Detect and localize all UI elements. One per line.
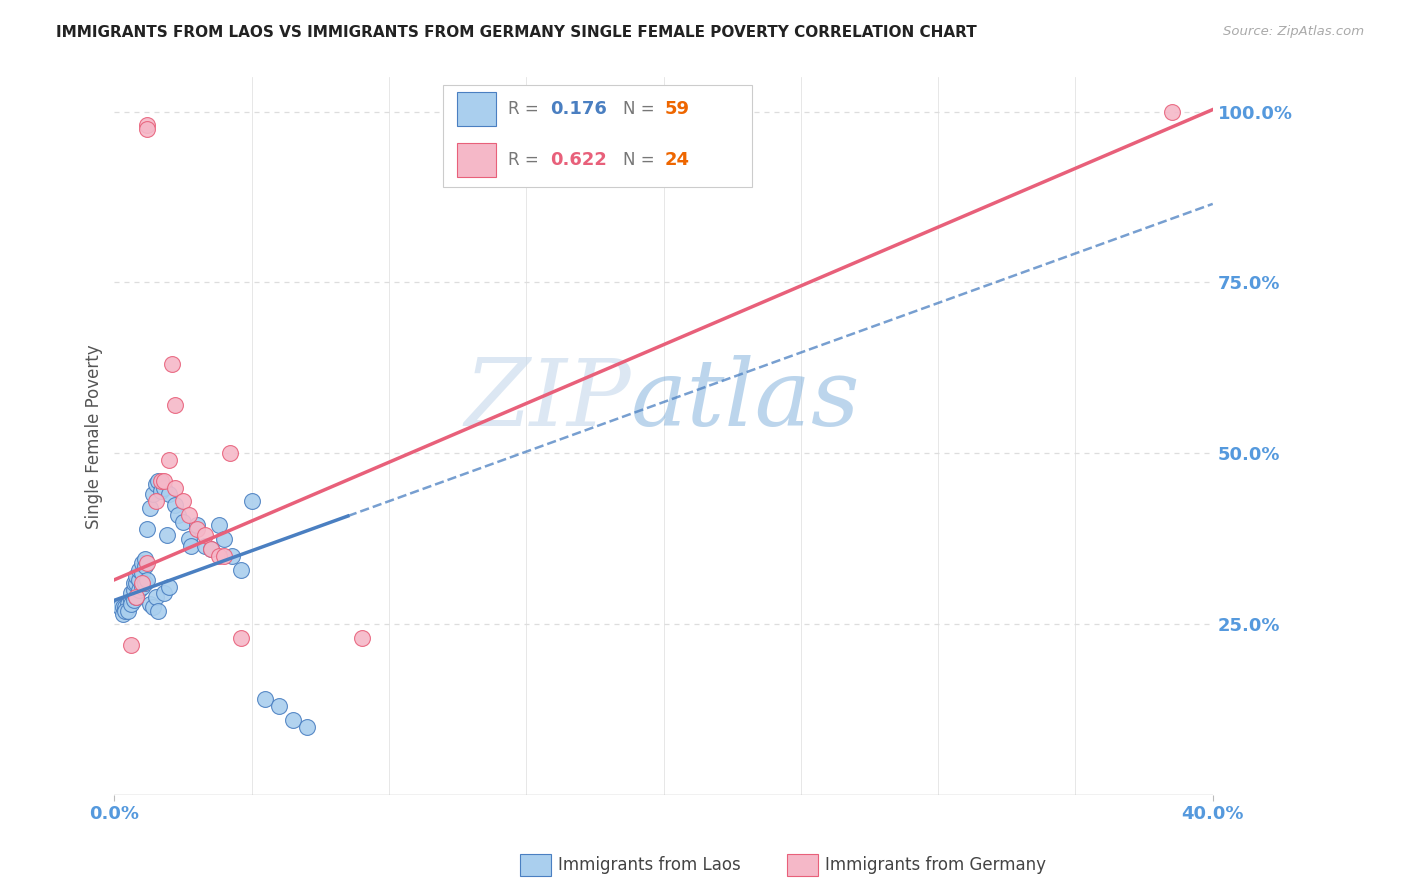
Point: [136, 522, 159, 536]
Point: [157, 453, 180, 467]
Point: [208, 549, 231, 563]
Point: [139, 501, 162, 516]
Point: [153, 586, 176, 600]
Point: [120, 638, 142, 652]
Point: [134, 559, 156, 574]
Point: [148, 474, 170, 488]
Point: [120, 586, 142, 600]
Point: [163, 399, 186, 413]
Point: [145, 494, 167, 508]
Point: [229, 562, 252, 576]
Point: [221, 549, 243, 563]
Point: [153, 481, 176, 495]
Point: [125, 590, 148, 604]
Point: [218, 446, 240, 460]
Point: [145, 590, 167, 604]
Point: [131, 566, 153, 580]
Point: [117, 600, 139, 615]
Point: [128, 582, 150, 597]
Point: [186, 518, 208, 533]
Point: [212, 532, 235, 546]
Point: [122, 576, 145, 591]
Point: [128, 573, 150, 587]
Point: [269, 699, 291, 714]
Point: [120, 593, 142, 607]
Point: [125, 576, 148, 591]
Point: [142, 600, 165, 615]
Text: IMMIGRANTS FROM LAOS VS IMMIGRANTS FROM GERMANY SINGLE FEMALE POVERTY CORRELATIO: IMMIGRANTS FROM LAOS VS IMMIGRANTS FROM …: [56, 25, 977, 40]
Point: [125, 590, 148, 604]
Point: [142, 487, 165, 501]
Point: [148, 603, 170, 617]
Point: [114, 603, 136, 617]
Point: [134, 552, 156, 566]
Text: N =: N =: [623, 100, 659, 118]
Point: [111, 600, 134, 615]
Point: [153, 474, 176, 488]
Point: [134, 576, 156, 591]
Point: [157, 580, 180, 594]
Point: [136, 573, 159, 587]
Point: [150, 474, 173, 488]
Point: [122, 582, 145, 597]
Point: [194, 528, 217, 542]
Point: [212, 549, 235, 563]
Point: [194, 539, 217, 553]
Point: [180, 539, 202, 553]
Point: [131, 556, 153, 570]
Point: [177, 508, 200, 522]
Point: [350, 631, 373, 645]
Point: [155, 528, 177, 542]
Point: [114, 600, 136, 615]
Text: atlas: atlas: [631, 355, 860, 445]
Point: [295, 720, 318, 734]
Text: N =: N =: [623, 151, 659, 169]
Text: Source: ZipAtlas.com: Source: ZipAtlas.com: [1223, 25, 1364, 38]
Point: [163, 498, 186, 512]
Point: [125, 569, 148, 583]
Point: [172, 515, 194, 529]
Point: [145, 477, 167, 491]
Text: 0.176: 0.176: [550, 100, 606, 118]
Point: [200, 541, 222, 556]
Point: [254, 692, 277, 706]
Text: 0.622: 0.622: [550, 151, 606, 169]
Point: [136, 121, 159, 136]
Text: 59: 59: [665, 100, 690, 118]
Text: R =: R =: [508, 100, 544, 118]
Point: [117, 597, 139, 611]
Point: [108, 600, 131, 615]
Point: [111, 607, 134, 621]
Text: R =: R =: [508, 151, 544, 169]
Point: [160, 358, 183, 372]
Point: [122, 593, 145, 607]
Text: 24: 24: [665, 151, 690, 169]
Point: [172, 494, 194, 508]
Y-axis label: Single Female Poverty: Single Female Poverty: [86, 344, 103, 529]
Point: [1160, 104, 1182, 119]
Point: [136, 118, 159, 132]
Text: Immigrants from Laos: Immigrants from Laos: [558, 855, 741, 874]
Point: [229, 631, 252, 645]
Point: [128, 562, 150, 576]
Text: ZIP: ZIP: [464, 355, 631, 445]
Point: [131, 580, 153, 594]
Point: [117, 603, 139, 617]
Text: Immigrants from Germany: Immigrants from Germany: [825, 855, 1046, 874]
Point: [200, 541, 222, 556]
Point: [208, 518, 231, 533]
Point: [139, 597, 162, 611]
Point: [131, 576, 153, 591]
Point: [281, 713, 304, 727]
Point: [240, 494, 263, 508]
Point: [186, 522, 208, 536]
Point: [163, 481, 186, 495]
Point: [157, 487, 180, 501]
Point: [166, 508, 188, 522]
Point: [120, 597, 142, 611]
Point: [150, 483, 173, 498]
Point: [136, 556, 159, 570]
Point: [177, 532, 200, 546]
